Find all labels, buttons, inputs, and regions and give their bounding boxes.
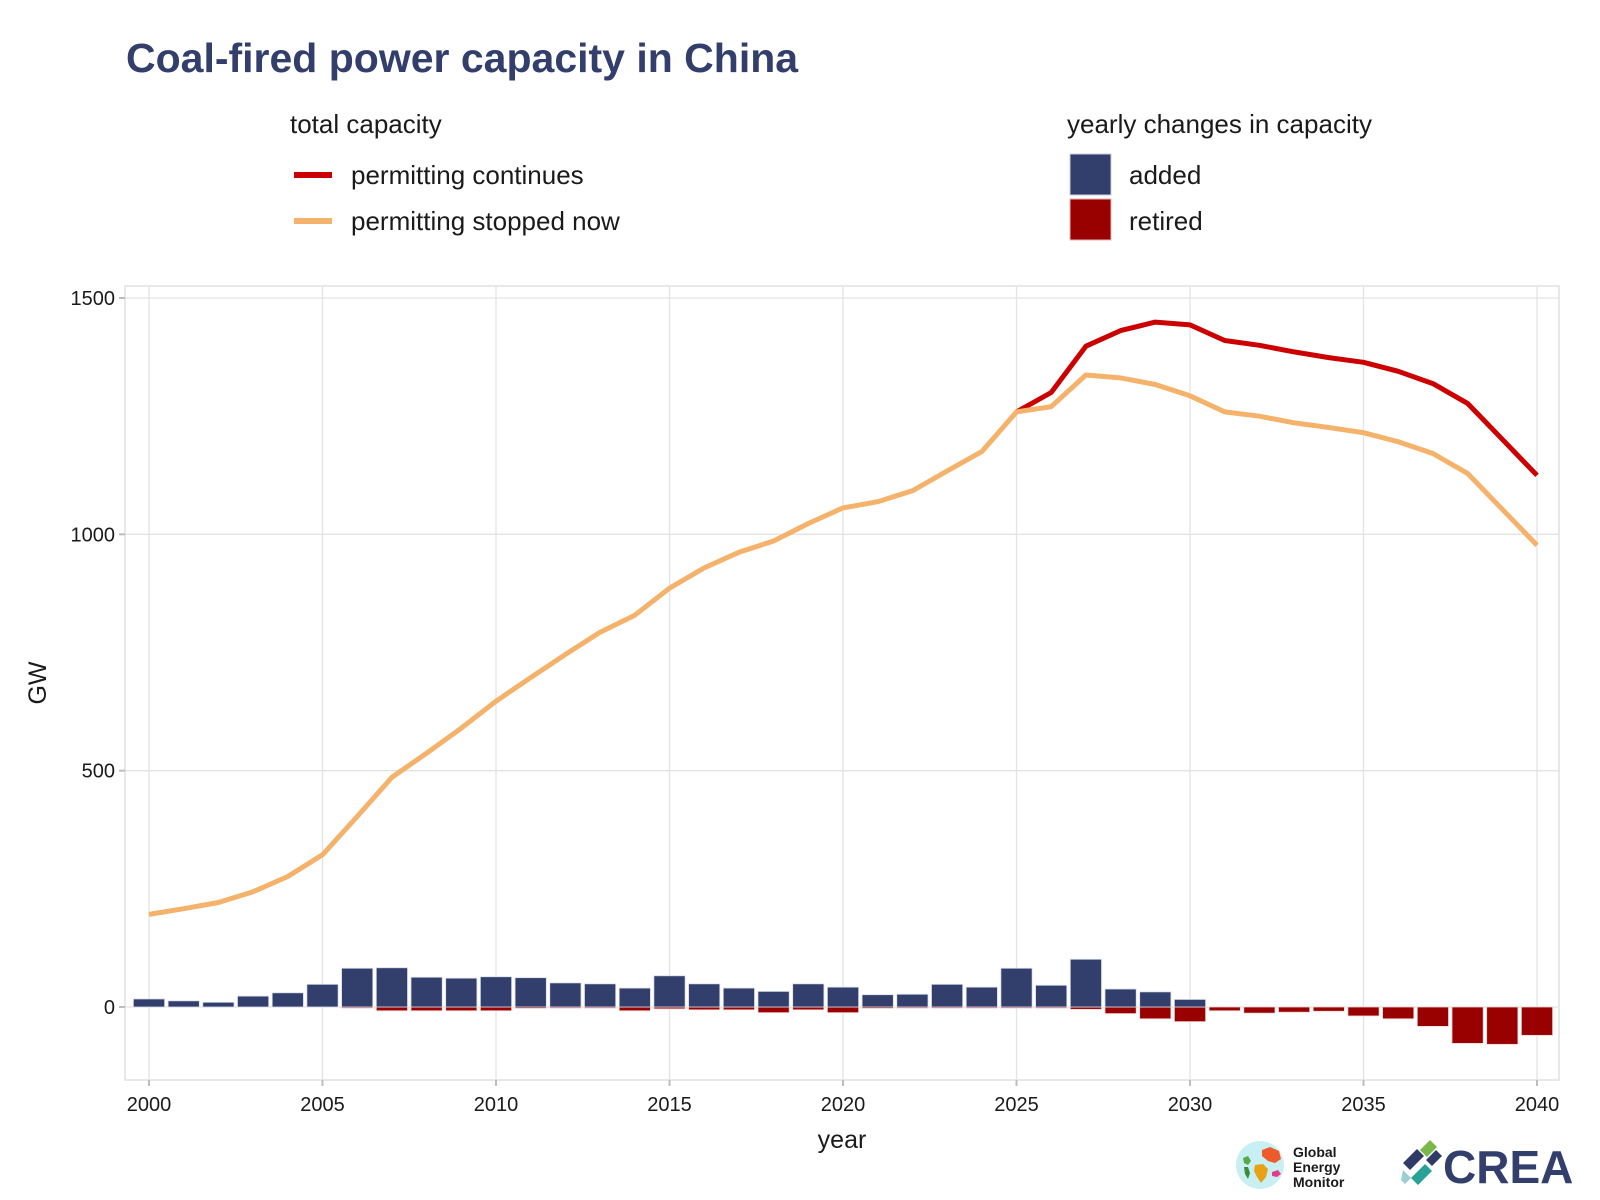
gem-text-line-2: Energy [1293,1159,1341,1175]
globe-continent-africa [1254,1164,1268,1183]
globe-continent-asia [1262,1147,1281,1163]
legend-total-capacity: total capacity permitting continues perm… [290,109,620,236]
bar-added-2019 [792,983,825,1008]
bar-retired-2028 [1104,1006,1137,1015]
x-tick-label: 2010 [474,1094,519,1116]
bar-retired-2018 [757,1006,790,1014]
x-tick-label: 2035 [1341,1094,1386,1116]
bar-added-2001 [167,1000,200,1008]
legend-title: total capacity [290,109,442,139]
crea-wordmark: CREA [1443,1141,1573,1193]
bar-added-2028 [1104,988,1137,1008]
bar-retired-2020 [826,1006,860,1014]
x-tick-label: 2025 [994,1094,1039,1116]
bar-retired-2016 [688,1006,721,1011]
bar-added-2014 [618,987,651,1008]
bar-retired-2032 [1243,1006,1276,1014]
globe-continent-america [1243,1156,1251,1165]
bar-retired-2017 [722,1006,755,1011]
bar-added-2009 [445,977,478,1008]
bar-retired-2030 [1173,1006,1207,1023]
crea-mark-icon [1401,1140,1442,1185]
legend-key-retired [1069,198,1112,241]
line-permitting-stopped-now [148,372,1539,917]
x-tick-label: 2020 [821,1094,866,1116]
legend-label-permitting-continues: permitting continues [351,160,584,190]
bar-retired-2039 [1486,1006,1519,1045]
bar-added-2004 [271,992,304,1008]
bar-added-2008 [410,976,443,1008]
legend-label-permitting-stopped: permitting stopped now [351,206,620,236]
x-tick-label: 2005 [300,1094,345,1116]
bar-retired-2035 [1347,1006,1380,1017]
bar-added-2010 [479,976,513,1008]
x-tick-label: 2040 [1515,1094,1560,1116]
bar-retired-2037 [1416,1006,1449,1027]
bar-retired-2008 [410,1006,443,1012]
bar-retired-2034 [1312,1006,1345,1012]
legend-label-added: added [1129,160,1201,190]
chart-title: Coal-fired power capacity in China [126,35,799,81]
bar-added-2003 [237,995,270,1008]
bar-added-2022 [896,993,929,1008]
y-tick-label: 1500 [71,288,116,310]
crea-logo: CREA [1401,1140,1573,1193]
legend-yearly-changes: yearly changes in capacity added retired [1067,109,1372,241]
bar-added-2025 [1000,967,1033,1008]
gem-text-line-1: Global [1293,1144,1337,1160]
bar-added-2006 [341,967,374,1008]
bar-added-2020 [826,986,860,1008]
bar-added-2017 [722,987,755,1008]
bar-added-2021 [861,994,894,1008]
x-tick-label: 2030 [1168,1094,1213,1116]
bar-added-2015 [653,975,686,1008]
bar-retired-2009 [445,1006,478,1012]
bar-added-2023 [931,983,964,1008]
y-tick-label: 0 [104,997,115,1019]
y-tick-label: 500 [82,761,115,783]
bar-retired-2014 [618,1006,651,1012]
bar-added-2030 [1173,999,1207,1008]
bar-retired-2036 [1382,1006,1415,1020]
bar-retired-2019 [792,1006,825,1011]
x-axis-label: year [818,1126,867,1154]
bar-retired-2033 [1278,1006,1311,1013]
bar-added-2007 [375,967,408,1008]
bar-added-2005 [306,983,339,1008]
bar-retired-2038 [1451,1006,1484,1044]
globe-continent-south-america [1244,1167,1250,1179]
bar-added-2029 [1139,991,1172,1008]
bar-added-2000 [132,998,166,1008]
x-tick-label: 2000 [127,1094,172,1116]
gem-text-line-3: Monitor [1293,1174,1345,1190]
bar-added-2024 [965,986,998,1008]
y-axis-label: GW [24,661,52,704]
line-permitting-continues [1015,319,1539,478]
globe-continent-oceania [1272,1170,1281,1177]
bar-added-2002 [202,1001,235,1008]
bar-added-2016 [688,983,721,1008]
gem-logo: Global Energy Monitor [1236,1141,1345,1190]
legend-title: yearly changes in capacity [1067,109,1372,139]
bar-added-2011 [514,977,547,1008]
bar-retired-2010 [479,1006,513,1012]
plot-panel [124,285,1560,1081]
legend-key-added [1069,153,1112,196]
bar-added-2027 [1069,958,1102,1008]
legend-label-retired: retired [1129,206,1203,236]
bar-retired-2029 [1139,1006,1172,1020]
bar-retired-2040 [1520,1006,1554,1036]
x-tick-label: 2015 [647,1094,692,1116]
plot-area: 0 500 1000 1500 2000 2005 2010 2015 2020 2025 2030… [71,285,1560,1116]
bar-added-2026 [1035,984,1068,1008]
bar-retired-2031 [1208,1006,1241,1012]
bar-added-2018 [757,991,790,1008]
bar-retired-2007 [375,1006,408,1012]
bar-added-2013 [584,983,617,1008]
y-tick-label: 1000 [71,524,116,546]
bar-added-2012 [549,982,582,1008]
